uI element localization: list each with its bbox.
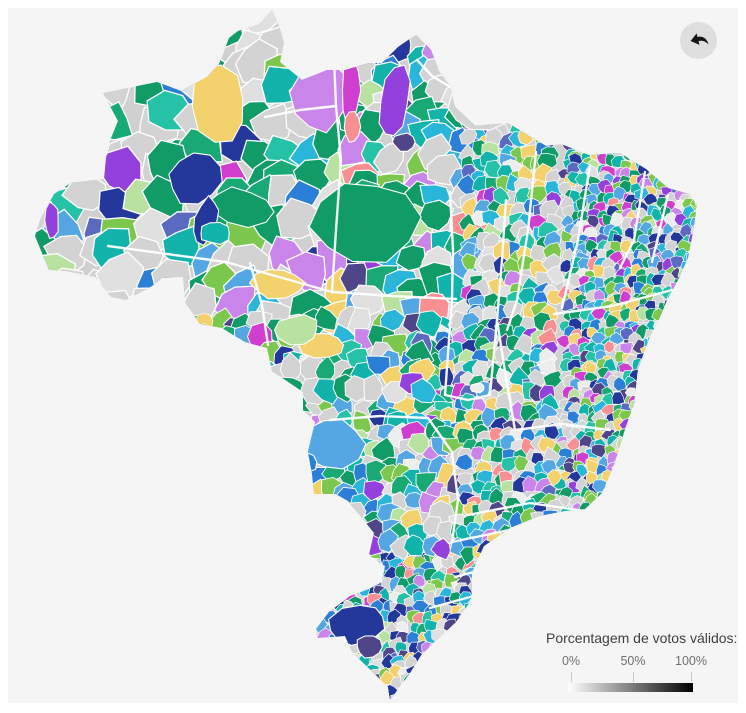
back-button[interactable]: [680, 22, 717, 59]
undo-arrow-icon: [690, 32, 709, 45]
